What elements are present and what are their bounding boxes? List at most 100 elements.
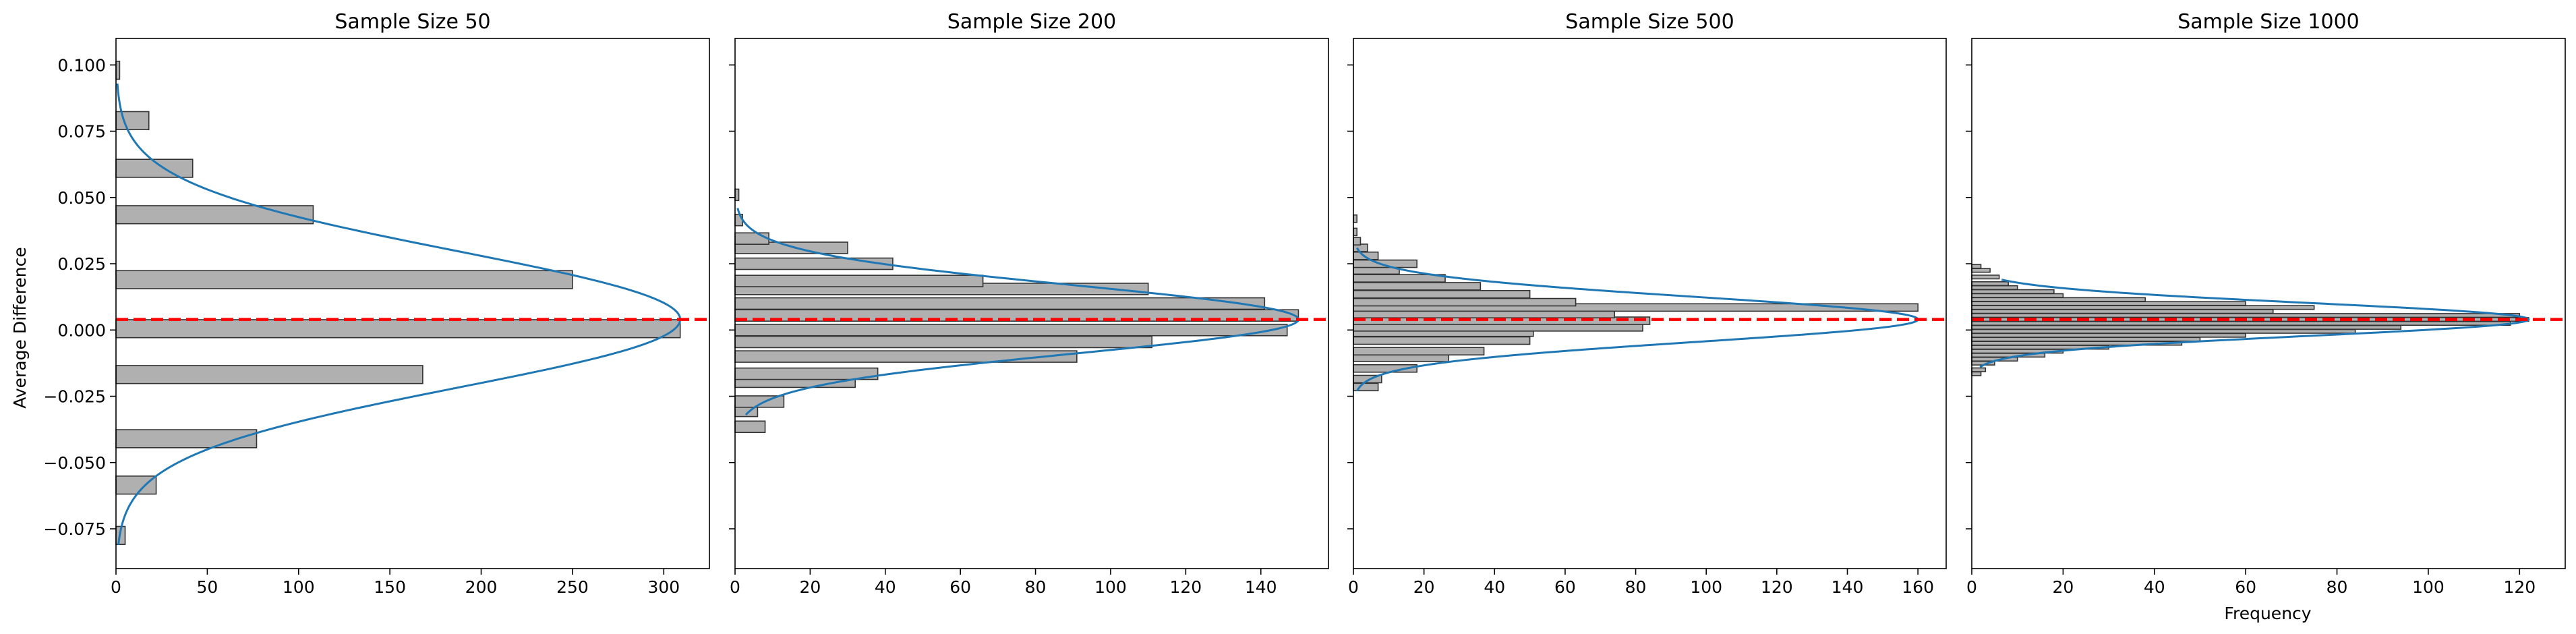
histogram-bar: [1971, 301, 2246, 306]
y-tick-label: 0.050: [57, 188, 106, 208]
histogram-bar: [734, 350, 1078, 363]
x-tick-label: 200: [465, 577, 498, 597]
x-tick-label: 100: [1690, 577, 1722, 597]
histogram-bar: [1971, 281, 2009, 287]
x-tick-label: 120: [1761, 577, 1793, 597]
axes-frame: [1971, 38, 2566, 569]
histogram-bar: [1971, 313, 2521, 318]
histogram-bar: [1971, 305, 2315, 310]
histogram-bar: [1353, 336, 1531, 345]
histogram-bar: [734, 257, 894, 270]
histogram-bar: [1971, 367, 1987, 372]
histogram-bar: [734, 335, 1153, 349]
x-tick-label: 140: [1245, 577, 1277, 597]
y-tick-label: −0.075: [43, 519, 106, 539]
x-tick-label: 60: [1554, 577, 1576, 597]
histogram-bar: [1353, 251, 1379, 260]
histogram-bar: [115, 365, 423, 384]
histogram-bar: [734, 232, 769, 245]
histogram-bar: [1353, 237, 1362, 246]
histogram-bar: [1971, 264, 1982, 269]
histogram-bar: [1353, 347, 1485, 356]
x-tick-label: 40: [1484, 577, 1505, 597]
axes-frame: [1353, 38, 1947, 569]
normal-fit-curve: [116, 83, 682, 545]
histogram-bar: [1971, 333, 2246, 338]
histogram-bar: [1353, 297, 1577, 307]
histogram-bar: [115, 61, 121, 80]
panel-3: 0 20 40 60 80 100 120 140 160 Sample Size 500: [1347, 10, 1947, 597]
histogram-bar: [1971, 285, 2018, 290]
histogram-bar: [734, 275, 984, 287]
x-tick-label: 60: [949, 577, 971, 597]
x-tick-label: 140: [1832, 577, 1864, 597]
histogram-bar: [115, 205, 314, 225]
panel-title: Sample Size 200: [947, 10, 1116, 34]
x-tick-label: 250: [556, 577, 589, 597]
histogram-bar: [1353, 274, 1446, 283]
axes-frame: [734, 38, 1329, 569]
panel-4: 0 20 40 60 80 100 120 Sample Size 1000: [1966, 10, 2566, 597]
x-tick-label: 120: [1169, 577, 1202, 597]
x-tick-label: 160: [1902, 577, 1934, 597]
histogram-bar: [734, 297, 1266, 310]
histogram-bar: [115, 319, 681, 339]
x-tick-label: 50: [196, 577, 218, 597]
histogram-bar: [1353, 282, 1482, 291]
histogram-panels: 0 50 100 150 200 250 300−0.075−0.050−0.0250.00…: [43, 10, 2566, 597]
histogram-bar: [115, 111, 150, 130]
x-tick-label: 40: [875, 577, 896, 597]
panel-2: 0 20 40 60 80 100 120 140 Sample Size 200: [729, 10, 1329, 597]
y-tick-label: −0.025: [43, 387, 106, 407]
x-tick-label: 0: [111, 577, 121, 597]
histogram-bar: [1971, 320, 2511, 326]
x-tick-label: 120: [2503, 577, 2536, 597]
x-tick-label: 20: [799, 577, 821, 597]
x-tick-label: 0: [1348, 577, 1359, 597]
histogram-bar: [1971, 328, 2356, 334]
histogram-bar: [734, 367, 879, 380]
histogram-bar: [1353, 289, 1531, 299]
histogram-bar: [1971, 317, 2529, 322]
y-tick-label: −0.050: [43, 453, 106, 473]
y-tick-label: 0.000: [57, 320, 106, 340]
panel-title: Sample Size 1000: [2177, 10, 2360, 34]
normal-fit-curve: [736, 208, 1299, 416]
panel-1: 0 50 100 150 200 250 300 −0.075 −0.050 −0.025 0.00…: [43, 10, 710, 597]
x-tick-label: 0: [1966, 577, 1977, 597]
histogram-bar: [115, 476, 157, 495]
x-tick-label: 150: [374, 577, 406, 597]
histogram-bar: [1971, 293, 2064, 298]
histogram-bar: [115, 270, 573, 289]
histogram-bar: [1971, 275, 2000, 280]
x-tick-label: 40: [2144, 577, 2165, 597]
x-tick-label: 20: [1413, 577, 1435, 597]
histogram-bar: [734, 324, 1288, 337]
histogram-bar: [734, 420, 766, 433]
y-tick-label: 0.025: [57, 254, 106, 274]
y-axis-label: Average Difference: [10, 247, 30, 409]
x-tick-label: 80: [2326, 577, 2348, 597]
x-tick-label: 60: [2235, 577, 2256, 597]
histogram-bar: [1971, 309, 2274, 314]
histogram-bar: [1971, 337, 2201, 342]
x-tick-label: 300: [647, 577, 680, 597]
histogram-bar: [1971, 297, 2146, 302]
normal-fit-curve: [1979, 279, 2530, 368]
y-tick-label: 0.075: [57, 122, 106, 142]
histogram-bar: [1971, 371, 1982, 376]
x-tick-label: 100: [2412, 577, 2445, 597]
panel-title: Sample Size 50: [334, 10, 490, 34]
x-tick-label: 100: [283, 577, 315, 597]
x-axis-label: Frequency: [2224, 604, 2311, 623]
histogram-bar: [1971, 289, 2055, 294]
y-tick-label: 0.100: [57, 55, 106, 75]
histogram-bar: [734, 188, 740, 202]
x-tick-label: 80: [1625, 577, 1647, 597]
x-tick-label: 80: [1025, 577, 1047, 597]
panel-title: Sample Size 500: [1565, 10, 1734, 34]
x-tick-label: 0: [730, 577, 740, 597]
histogram-bar: [1971, 268, 1991, 273]
axes-frame: [115, 38, 710, 569]
